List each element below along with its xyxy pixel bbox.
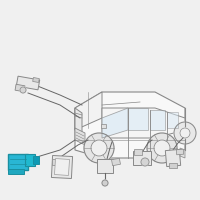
Circle shape [102,180,108,186]
Polygon shape [102,108,185,138]
Circle shape [91,140,107,156]
Polygon shape [75,108,82,135]
Circle shape [180,128,190,138]
Polygon shape [167,112,178,128]
Polygon shape [33,156,39,164]
Polygon shape [52,159,60,165]
Polygon shape [55,159,69,175]
Polygon shape [128,108,148,130]
Polygon shape [75,128,85,145]
Polygon shape [25,154,35,166]
Polygon shape [75,92,102,130]
Polygon shape [33,78,39,82]
Circle shape [141,158,149,166]
Circle shape [147,133,177,163]
Circle shape [154,140,170,156]
Polygon shape [180,148,185,158]
Polygon shape [51,155,73,179]
Polygon shape [150,110,165,130]
Circle shape [174,122,196,144]
Polygon shape [165,149,181,167]
Polygon shape [101,124,106,128]
Polygon shape [169,162,177,168]
Circle shape [20,87,26,93]
Polygon shape [97,159,113,173]
Polygon shape [112,158,120,166]
Polygon shape [8,154,28,170]
Polygon shape [102,108,128,138]
Polygon shape [16,76,40,90]
Circle shape [84,133,114,163]
Polygon shape [8,168,24,173]
Polygon shape [133,151,151,165]
Polygon shape [15,84,25,92]
Polygon shape [176,149,184,155]
Polygon shape [75,92,185,158]
Polygon shape [134,149,142,155]
